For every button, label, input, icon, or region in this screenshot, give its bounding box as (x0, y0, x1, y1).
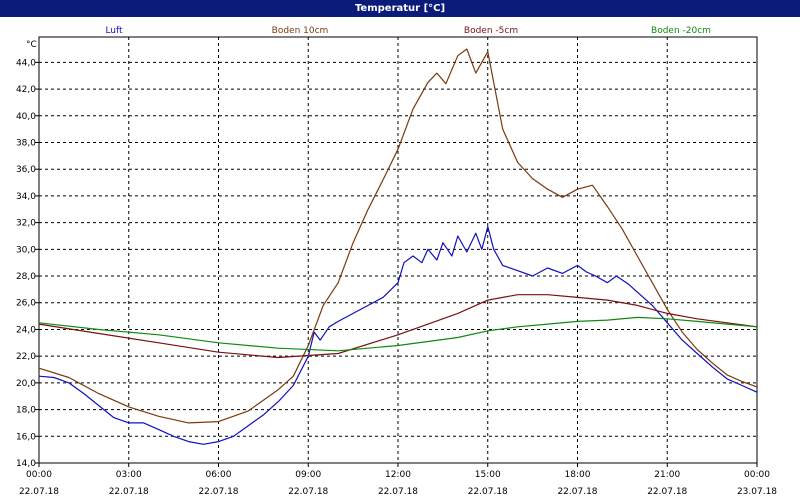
y-tick-label: 20,0 (16, 379, 36, 389)
y-tick-label: 42,0 (16, 85, 36, 95)
temperature-chart: 14,0 16,0 18,0 20,0 22,0 24,0 26,0 28,0 30,0 32,0… (16, 26, 777, 497)
y-tick-label: 14,0 (16, 459, 36, 469)
y-tick-label: 26,0 (16, 299, 36, 309)
grid-lines (39, 37, 757, 463)
x-tick-date: 22.07.18 (647, 487, 687, 497)
y-tick-label: 30,0 (16, 245, 36, 255)
y-tick-label: 18,0 (16, 406, 36, 416)
x-tick-date: 22.07.18 (557, 487, 597, 497)
y-tick-label: 40,0 (16, 112, 36, 122)
x-tick-date: 22.07.18 (288, 487, 328, 497)
legend: Luft Boden 10cm Boden -5cm Boden -20cm (105, 26, 711, 36)
y-tick-label: 32,0 (16, 219, 36, 229)
x-tick-time: 06:00 (206, 470, 232, 480)
series-line-luft (38, 226, 758, 445)
x-tick-date: 22.07.18 (109, 487, 149, 497)
y-tick-label: 28,0 (16, 272, 36, 282)
y-tick-label: 38,0 (16, 138, 36, 148)
x-tick-time: 00:00 (744, 470, 770, 480)
x-tick-date: 23.07.18 (737, 487, 777, 497)
series-lines (38, 48, 758, 445)
y-tick-label: 16,0 (16, 432, 36, 442)
series-line-boden-5cm (38, 294, 758, 359)
x-tick-date: 22.07.18 (19, 487, 59, 497)
x-tick-date: 22.07.18 (378, 487, 418, 497)
x-axis: 00:00 22.07.18 03:00 22.07.18 06:00 22.07.18 0… (19, 463, 777, 497)
y-axis: 14,0 16,0 18,0 20,0 22,0 24,0 26,0 28,0 30,0 32,0… (16, 58, 39, 469)
legend-entry: Boden -20cm (651, 26, 711, 36)
x-tick-time: 03:00 (116, 470, 142, 480)
y-tick-label: 22,0 (16, 352, 36, 362)
x-tick-time: 21:00 (654, 470, 680, 480)
x-tick-time: 18:00 (565, 470, 591, 480)
window-title: Temperatur [°C] (0, 0, 800, 17)
series-line-boden-20cm (38, 316, 758, 352)
y-tick-label: 44,0 (16, 58, 36, 68)
y-tick-label: 24,0 (16, 325, 36, 335)
y-tick-label: 36,0 (16, 165, 36, 175)
x-tick-date: 22.07.18 (468, 487, 508, 497)
x-tick-date: 22.07.18 (198, 487, 238, 497)
series-line-boden-10cm (38, 48, 758, 424)
legend-entry: Boden 10cm (272, 26, 329, 36)
x-tick-time: 15:00 (475, 470, 501, 480)
x-tick-time: 09:00 (295, 470, 321, 480)
legend-entry: Luft (105, 26, 123, 36)
x-tick-time: 00:00 (26, 470, 52, 480)
legend-entry: Boden -5cm (464, 26, 518, 36)
x-tick-time: 12:00 (385, 470, 411, 480)
y-tick-label: 34,0 (16, 192, 36, 202)
y-axis-label: °C (26, 40, 37, 50)
